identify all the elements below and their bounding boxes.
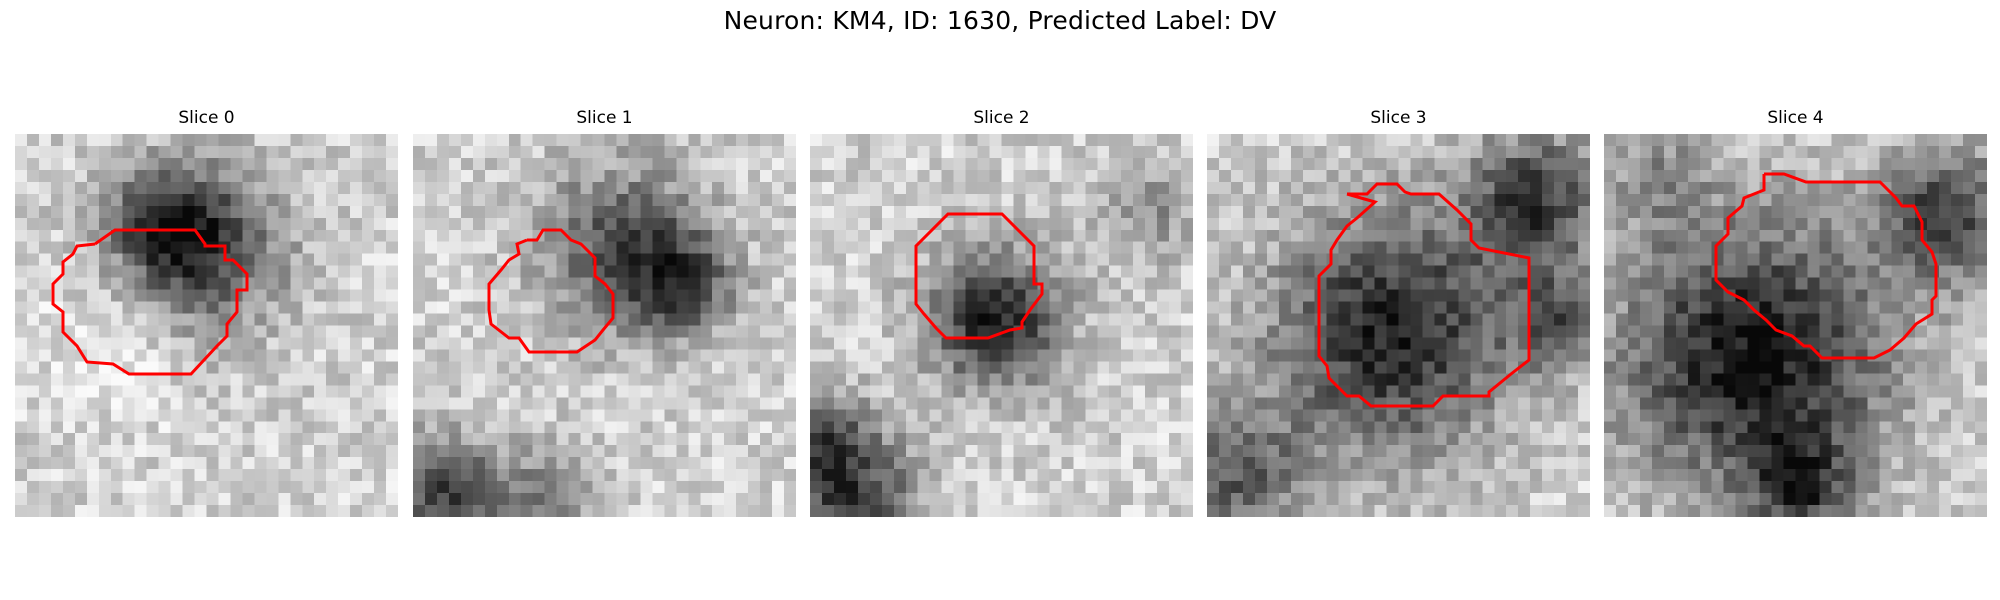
roi-contour-2	[914, 212, 1044, 340]
slice-title-1: Slice 1	[576, 108, 633, 128]
roi-contour-4	[1714, 172, 1938, 360]
roi-contour-3	[1317, 182, 1531, 408]
slice-title-2: Slice 2	[973, 108, 1030, 128]
slice-title-4: Slice 4	[1767, 108, 1824, 128]
slice-panel-4: Slice 4	[1604, 104, 1987, 517]
slice-grayscale-1	[413, 134, 796, 517]
slice-grayscale-2	[810, 134, 1193, 517]
slice-image-1	[413, 134, 796, 517]
slice-grayscale-3	[1207, 134, 1590, 517]
slice-image-4	[1604, 134, 1987, 517]
slice-panel-3: Slice 3	[1207, 104, 1590, 517]
roi-contour-0	[51, 228, 249, 376]
figure-title: Neuron: KM4, ID: 1630, Predicted Label: …	[723, 6, 1277, 35]
slice-title-3: Slice 3	[1370, 108, 1427, 128]
slice-panel-2: Slice 2	[810, 104, 1193, 517]
slice-image-2	[810, 134, 1193, 517]
slice-image-3	[1207, 134, 1590, 517]
slice-panel-0: Slice 0	[15, 104, 398, 517]
slice-title-0: Slice 0	[178, 108, 235, 128]
slice-grayscale-4	[1604, 134, 1987, 517]
slice-panel-1: Slice 1	[413, 104, 796, 517]
slice-grayscale-0	[15, 134, 398, 517]
roi-contour-1	[487, 228, 615, 354]
slice-image-0	[15, 134, 398, 517]
